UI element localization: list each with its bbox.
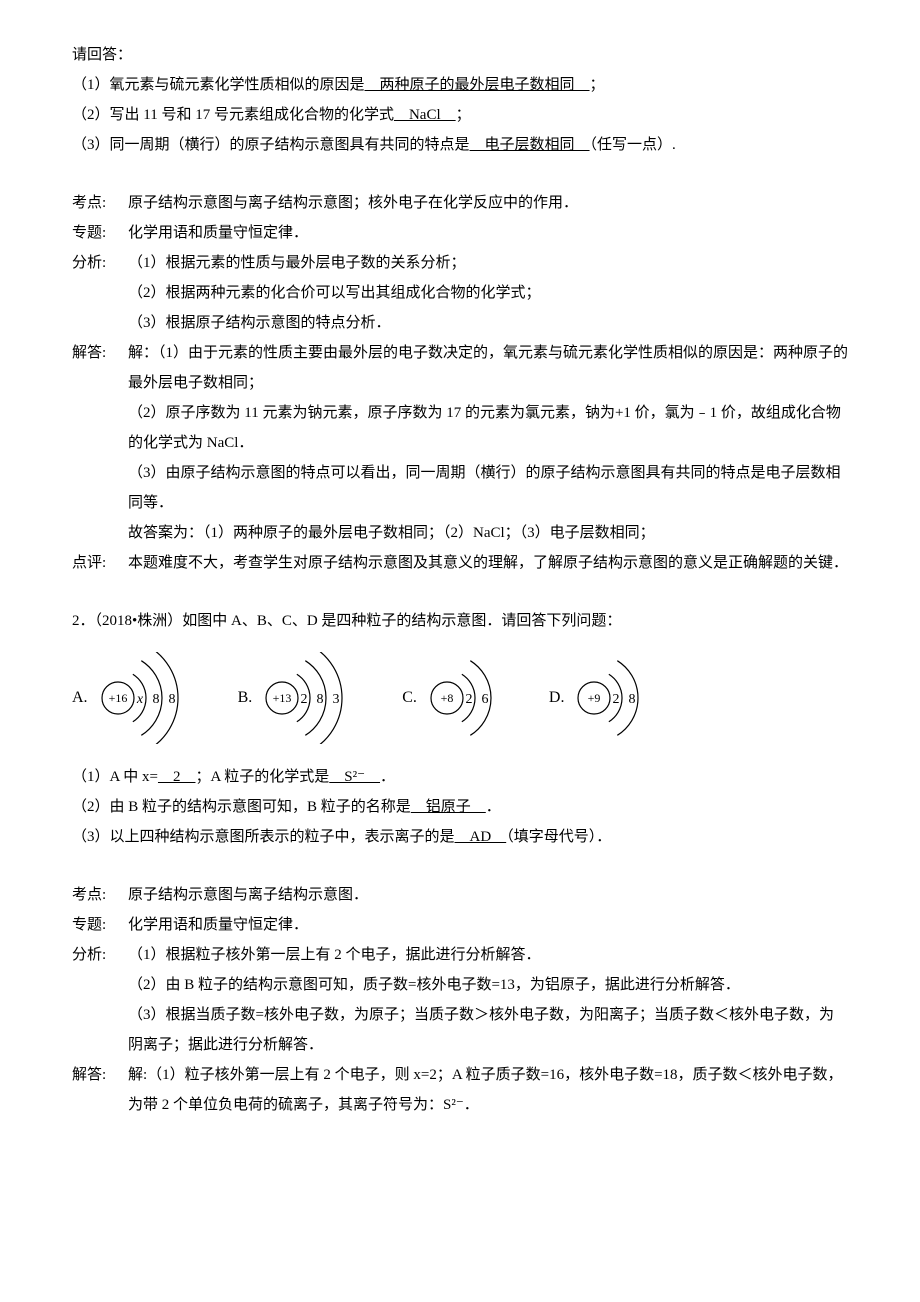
fenxi-label: 分析: <box>72 248 128 338</box>
dianping-row: 点评: 本题难度不大，考查学生对原子结构示意图及其意义的理解，了解原子结构示意图… <box>72 548 848 578</box>
atom-svg: +16x88 <box>98 652 204 744</box>
zhuanti2-row: 专题: 化学用语和质量守恒定律． <box>72 910 848 940</box>
q2-suf: ； <box>456 107 471 123</box>
jieda-2: （2）原子序数为 11 元素为钠元素，原子序数为 17 的元素为氯元素，钠为+1… <box>128 398 848 458</box>
kaodian-content: 原子结构示意图与离子结构示意图；核外电子在化学反应中的作用． <box>128 188 848 218</box>
p2q1-pre: （1）A 中 x= <box>72 769 158 785</box>
q1-pre: （1）氧元素与硫元素化学性质相似的原因是 <box>72 77 365 93</box>
atom-label: A. <box>72 682 88 714</box>
p2q3-ans: AD <box>455 829 507 845</box>
jieda-3: （3）由原子结构示意图的特点可以看出，同一周期（横行）的原子结构示意图具有共同的… <box>128 458 848 518</box>
q3-suf: （任写一点）. <box>590 137 676 153</box>
fenxi-content: （1）根据元素的性质与最外层电子数的关系分析； （2）根据两种元素的化合价可以写… <box>128 248 848 338</box>
svg-text:x: x <box>135 692 143 707</box>
atom-label: B. <box>238 682 253 714</box>
q3-pre: （3）同一周期（横行）的原子结构示意图具有共同的特点是 <box>72 137 470 153</box>
kaodian2-content: 原子结构示意图与离子结构示意图． <box>128 880 848 910</box>
svg-text:8: 8 <box>168 692 175 707</box>
atom-diagram: B. +13 283 <box>238 652 369 744</box>
p2q2-pre: （2）由 B 粒子的结构示意图可知，B 粒子的名称是 <box>72 799 411 815</box>
q2-answer: NaCl <box>394 107 456 123</box>
p2q3-suf: （填字母代号）． <box>506 829 611 845</box>
atom-diagram: C. +8 26 <box>402 652 515 744</box>
jieda-4: 故答案为：（1）两种原子的最外层电子数相同；（2）NaCl；（3）电子层数相同； <box>128 518 848 548</box>
p2q1-ans2: S²⁻ <box>329 769 380 785</box>
p2q3-pre: （3）以上四种结构示意图所表示的粒子中，表示离子的是 <box>72 829 455 845</box>
kaodian-row: 考点: 原子结构示意图与离子结构示意图；核外电子在化学反应中的作用． <box>72 188 848 218</box>
atom-diagram: A.+16x88 <box>72 652 204 744</box>
jieda2-1: 解:（1）粒子核外第一层上有 2 个电子，则 x=2；A 粒子质子数=16，核外… <box>128 1060 848 1120</box>
intro: 请回答： <box>72 40 848 70</box>
atom-svg: +9 28 <box>574 652 662 744</box>
p2-title: 2．（2018•株洲）如图中 A、B、C、D 是四种粒子的结构示意图．请回答下列… <box>72 606 848 636</box>
svg-text:+16: +16 <box>108 691 127 705</box>
jieda2-label: 解答: <box>72 1060 128 1120</box>
zhuanti2-label: 专题: <box>72 910 128 940</box>
zhuanti2-content: 化学用语和质量守恒定律． <box>128 910 848 940</box>
kaodian2-label: 考点: <box>72 880 128 910</box>
p2q3: （3）以上四种结构示意图所表示的粒子中，表示离子的是 AD （填字母代号）． <box>72 822 848 852</box>
zhuanti-content: 化学用语和质量守恒定律． <box>128 218 848 248</box>
atom-svg: +13 283 <box>262 652 368 744</box>
atom-svg: +8 26 <box>427 652 515 744</box>
kaodian-label: 考点: <box>72 188 128 218</box>
atom-diagram: D. +9 28 <box>549 652 663 744</box>
kaodian2-row: 考点: 原子结构示意图与离子结构示意图． <box>72 880 848 910</box>
fenxi2-3: （3）根据当质子数=核外电子数，为原子；当质子数＞核外电子数，为阳离子；当质子数… <box>128 1000 848 1060</box>
p2q1-mid: ；A 粒子的化学式是 <box>195 769 329 785</box>
svg-text:3: 3 <box>333 692 340 707</box>
svg-text:+8: +8 <box>441 691 454 705</box>
p2q2: （2）由 B 粒子的结构示意图可知，B 粒子的名称是 铝原子 ． <box>72 792 848 822</box>
jieda2-content: 解:（1）粒子核外第一层上有 2 个电子，则 x=2；A 粒子质子数=16，核外… <box>128 1060 848 1120</box>
fenxi-1: （1）根据元素的性质与最外层电子数的关系分析； <box>128 248 848 278</box>
fenxi2-label: 分析: <box>72 940 128 1060</box>
jieda-1: 解：（1）由于元素的性质主要由最外层的电子数决定的，氧元素与硫元素化学性质相似的… <box>128 338 848 398</box>
svg-text:2: 2 <box>301 692 308 707</box>
p2q1-suf: ． <box>380 769 395 785</box>
dianping-label: 点评: <box>72 548 128 578</box>
fenxi-3: （3）根据原子结构示意图的特点分析． <box>128 308 848 338</box>
zhuanti-label: 专题: <box>72 218 128 248</box>
dianping-content: 本题难度不大，考查学生对原子结构示意图及其意义的理解，了解原子结构示意图的意义是… <box>128 548 848 578</box>
atom-label: D. <box>549 682 565 714</box>
p2q1-ans1: 2 <box>158 769 196 785</box>
atom-label: C. <box>402 682 417 714</box>
fenxi2-content: （1）根据粒子核外第一层上有 2 个电子，据此进行分析解答． （2）由 B 粒子… <box>128 940 848 1060</box>
svg-text:8: 8 <box>152 692 159 707</box>
p2q1: （1）A 中 x= 2 ；A 粒子的化学式是 S²⁻ ． <box>72 762 848 792</box>
q1: （1）氧元素与硫元素化学性质相似的原因是 两种原子的最外层电子数相同 ； <box>72 70 848 100</box>
fenxi2-2: （2）由 B 粒子的结构示意图可知，质子数=核外电子数=13，为铝原子，据此进行… <box>128 970 848 1000</box>
svg-text:8: 8 <box>317 692 324 707</box>
zhuanti-row: 专题: 化学用语和质量守恒定律． <box>72 218 848 248</box>
svg-text:+13: +13 <box>273 691 292 705</box>
jieda-row: 解答: 解：（1）由于元素的性质主要由最外层的电子数决定的，氧元素与硫元素化学性… <box>72 338 848 548</box>
p2q2-suf: ． <box>486 799 501 815</box>
q2-pre: （2）写出 11 号和 17 号元素组成化合物的化学式 <box>72 107 394 123</box>
q3-answer: 电子层数相同 <box>470 137 590 153</box>
svg-text:2: 2 <box>613 692 620 707</box>
fenxi2-1: （1）根据粒子核外第一层上有 2 个电子，据此进行分析解答． <box>128 940 848 970</box>
q2: （2）写出 11 号和 17 号元素组成化合物的化学式 NaCl ； <box>72 100 848 130</box>
svg-text:8: 8 <box>629 692 636 707</box>
p2q2-ans: 铝原子 <box>411 799 486 815</box>
q1-suf: ； <box>590 77 605 93</box>
jieda-content: 解：（1）由于元素的性质主要由最外层的电子数决定的，氧元素与硫元素化学性质相似的… <box>128 338 848 548</box>
svg-text:2: 2 <box>465 692 472 707</box>
q1-answer: 两种原子的最外层电子数相同 <box>365 77 590 93</box>
svg-text:6: 6 <box>481 692 488 707</box>
atom-diagram-row: A.+16x88B.+13283C.+826D.+928 <box>72 652 848 744</box>
fenxi-row: 分析: （1）根据元素的性质与最外层电子数的关系分析； （2）根据两种元素的化合… <box>72 248 848 338</box>
svg-text:+9: +9 <box>588 691 601 705</box>
jieda2-row: 解答: 解:（1）粒子核外第一层上有 2 个电子，则 x=2；A 粒子质子数=1… <box>72 1060 848 1120</box>
jieda-label: 解答: <box>72 338 128 548</box>
fenxi2-row: 分析: （1）根据粒子核外第一层上有 2 个电子，据此进行分析解答． （2）由 … <box>72 940 848 1060</box>
fenxi-2: （2）根据两种元素的化合价可以写出其组成化合物的化学式； <box>128 278 848 308</box>
q3: （3）同一周期（横行）的原子结构示意图具有共同的特点是 电子层数相同 （任写一点… <box>72 130 848 160</box>
